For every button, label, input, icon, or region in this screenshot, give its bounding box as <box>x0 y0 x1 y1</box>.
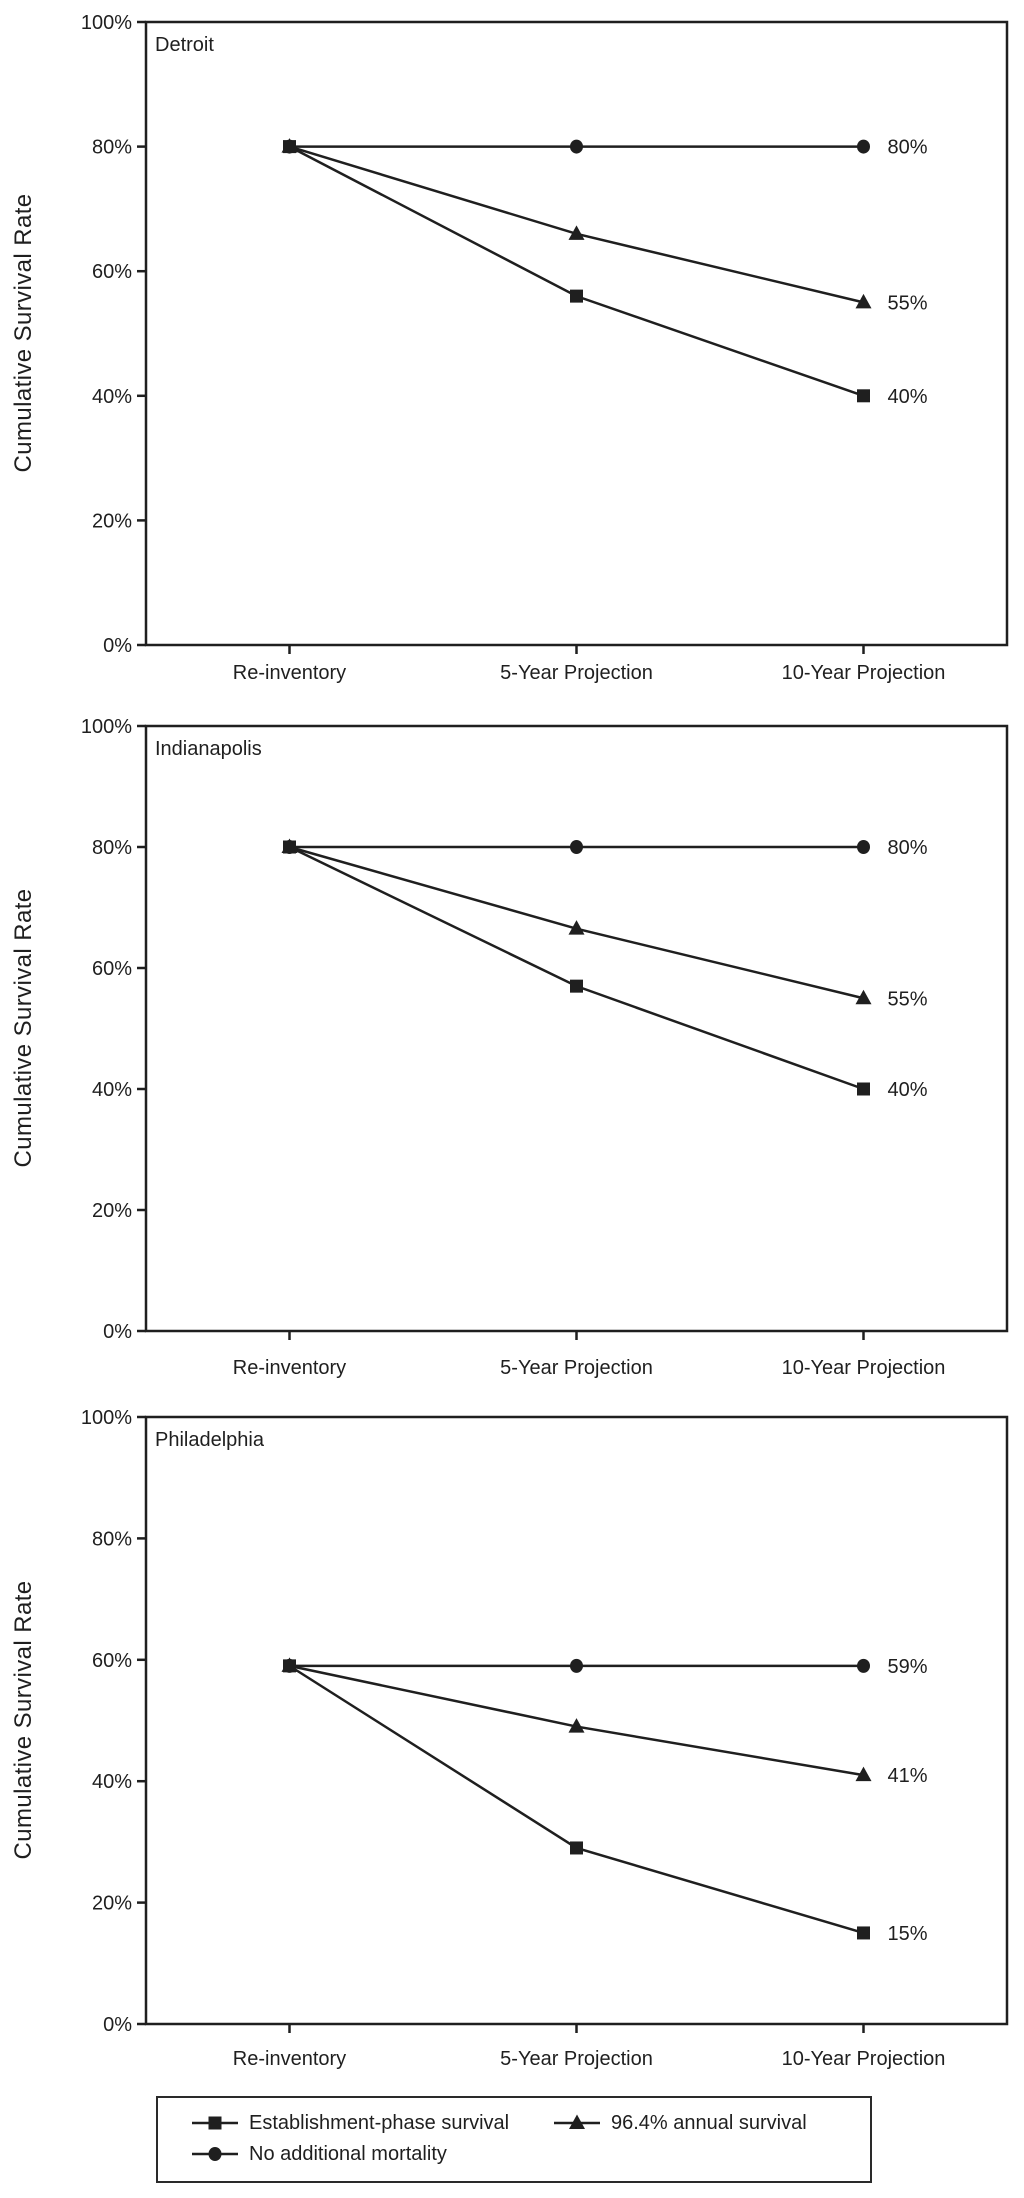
triangle-marker-icon <box>554 2114 600 2129</box>
legend-item-triangle: 96.4% annual survival <box>554 2111 862 2135</box>
data-point-circle <box>857 1658 870 1673</box>
x-category-label: 5-Year Projection <box>500 1357 653 1379</box>
x-category-label: 10-Year Projection <box>782 1357 946 1379</box>
y-axis-title: Cumulative Survival Rate <box>10 193 37 472</box>
plot-border <box>144 20 1009 647</box>
data-point-triangle <box>568 1718 585 1733</box>
data-point-circle <box>857 840 870 854</box>
y-tick-label: 80% <box>92 837 132 859</box>
y-tick-label: 80% <box>92 1528 132 1550</box>
legend-item-label: No additional mortality <box>249 2143 447 2165</box>
panel-title: Detroit <box>155 34 214 56</box>
panel-title: Indianapolis <box>155 738 262 760</box>
y-tick-label: 40% <box>92 386 132 408</box>
series-line-triangle <box>289 145 864 304</box>
y-tick-label: 100% <box>81 12 132 34</box>
y-tick-label: 100% <box>81 716 132 738</box>
panel-title: Philadelphia <box>155 1429 265 1451</box>
y-tick-label: 0% <box>103 2014 132 2036</box>
data-point-square <box>283 840 296 854</box>
x-category-label: 5-Year Projection <box>500 662 653 684</box>
data-point-square <box>283 1659 296 1673</box>
y-tick-label: 100% <box>81 1407 132 1429</box>
x-category-label: 10-Year Projection <box>782 662 946 684</box>
series-end-value-label: 55% <box>888 292 928 314</box>
series-end-value-label: 80% <box>888 837 928 859</box>
y-tick-label: 20% <box>92 1200 132 1222</box>
legend: Establishment-phase survival 96.4% annual… <box>156 2096 872 2183</box>
series-end-value-label: 41% <box>888 1765 928 1787</box>
series-end-value-label: 40% <box>888 1079 928 1101</box>
x-category-label: Re-inventory <box>233 2048 346 2070</box>
chart-detroit: 0% 20% 40% 60% 80% 100% Re-inventory 5-Year Pro… <box>10 12 1009 684</box>
y-tick-label: 20% <box>92 510 132 532</box>
data-point-triangle <box>855 293 872 309</box>
data-point-square <box>570 289 583 303</box>
y-tick-label: 80% <box>92 137 132 159</box>
y-tick-label: 40% <box>92 1771 132 1793</box>
circle-marker-icon <box>192 2147 238 2161</box>
data-point-square <box>570 1841 583 1855</box>
y-tick-label: 60% <box>92 1650 132 1672</box>
legend-marker-circle <box>208 2147 222 2161</box>
data-point-square <box>570 979 583 993</box>
y-tick-label: 60% <box>92 261 132 283</box>
legend-marker-triangle <box>569 2114 585 2129</box>
data-point-square <box>283 140 296 154</box>
y-tick-label: 0% <box>103 635 132 657</box>
legend-marker-square <box>208 2116 222 2130</box>
x-category-label: Re-inventory <box>233 662 346 684</box>
chart-indianapolis: 0% 20% 40% 60% 80% 100% Re-inventory 5-Year Pro… <box>10 716 1009 1379</box>
y-tick-label: 0% <box>103 1321 132 1343</box>
y-tick-label: 20% <box>92 1893 132 1915</box>
data-point-circle <box>570 840 583 854</box>
series-line-square <box>288 1664 864 1935</box>
legend-item-label: Establishment-phase survival <box>249 2112 510 2134</box>
series-end-value-label: 15% <box>888 1923 928 1945</box>
data-point-triangle <box>568 225 585 240</box>
data-point-square <box>857 1926 870 1940</box>
x-category-label: 5-Year Projection <box>500 2048 653 2070</box>
series-end-value-label: 59% <box>888 1656 928 1678</box>
square-marker-icon <box>192 2116 238 2130</box>
data-point-triangle <box>855 1766 872 1782</box>
y-axis-title: Cumulative Survival Rate <box>10 1580 37 1859</box>
series-line-square <box>288 845 864 1091</box>
x-category-label: Re-inventory <box>233 1357 346 1379</box>
series-end-value-label: 55% <box>888 988 928 1010</box>
legend-item-square: Establishment-phase survival <box>192 2111 554 2135</box>
data-point-circle <box>570 139 583 154</box>
series-line-square <box>288 145 864 397</box>
y-tick-label: 40% <box>92 1079 132 1101</box>
data-point-circle <box>570 1658 583 1673</box>
data-point-square <box>857 1082 870 1096</box>
data-point-circle <box>857 139 870 154</box>
x-category-label: 10-Year Projection <box>782 2048 946 2070</box>
plot-border <box>144 724 1009 1333</box>
series-end-value-label: 40% <box>888 386 928 408</box>
legend-item-circle: No additional mortality <box>192 2142 554 2166</box>
data-point-triangle <box>855 989 872 1005</box>
y-tick-label: 60% <box>92 958 132 980</box>
chart-philadelphia: 0% 20% 40% 60% 80% 100% Re-inventory 5-Year Pro… <box>10 1407 1009 2070</box>
legend-item-label: 96.4% annual survival <box>611 2112 807 2134</box>
data-point-triangle <box>568 920 585 935</box>
series-end-value-label: 80% <box>888 137 928 159</box>
y-axis-title: Cumulative Survival Rate <box>10 888 37 1167</box>
data-point-square <box>857 389 870 403</box>
